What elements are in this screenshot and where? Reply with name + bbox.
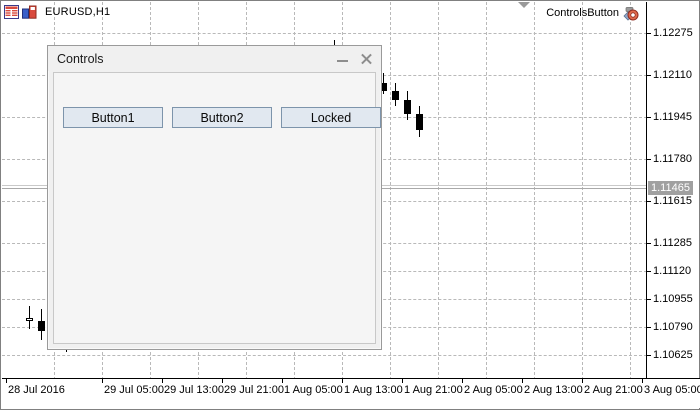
symbol-bar: EURUSD,H1 — [4, 3, 110, 21]
controls-button-icon[interactable] — [622, 6, 639, 21]
current-price-badge: 1.11465 — [648, 181, 693, 195]
price-axis[interactable]: 1.12275 1.12110 1.11945 1.11780 1.11615 1.112… — [646, 2, 698, 380]
price-tick — [647, 33, 651, 34]
dialog-caption-buttons — [336, 46, 373, 71]
price-tick-label: 1.10790 — [653, 321, 693, 333]
time-tick — [222, 379, 223, 383]
price-tick-label: 1.11945 — [653, 111, 692, 123]
time-tick — [642, 379, 643, 383]
close-icon[interactable] — [360, 52, 373, 65]
price-tick — [647, 117, 651, 118]
price-tick — [647, 299, 651, 300]
price-tick — [647, 201, 651, 202]
price-tick-label: 1.11615 — [653, 195, 692, 207]
time-tick-label: 3 Aug 05:00 — [644, 384, 700, 396]
time-tick-label: 28 Jul 2016 — [8, 384, 65, 396]
bar-chart-icon[interactable] — [22, 5, 37, 19]
price-tick-label: 1.10625 — [653, 349, 693, 361]
time-tick-label: 29 Jul 13:00 — [164, 384, 224, 396]
price-tick-label: 1.11120 — [653, 265, 692, 277]
time-tick — [162, 379, 163, 383]
locked-button[interactable]: Locked — [281, 107, 381, 128]
horizontal-gridline — [2, 355, 647, 356]
time-tick — [102, 379, 103, 383]
price-tick-label: 1.12110 — [653, 69, 692, 81]
candle — [416, 2, 424, 380]
time-tick — [522, 379, 523, 383]
button2[interactable]: Button2 — [172, 107, 272, 128]
vertical-gridline — [438, 2, 439, 380]
price-tick — [647, 327, 651, 328]
dialog-button-row: Button1 Button2 Locked — [63, 107, 381, 128]
vertical-gridline — [390, 2, 391, 380]
price-tick-label: 1.11780 — [653, 153, 692, 165]
button1[interactable]: Button1 — [63, 107, 163, 128]
time-tick-label: 1 Aug 21:00 — [404, 384, 463, 396]
price-tick — [647, 355, 651, 356]
chart-top-marker-icon — [518, 2, 530, 8]
time-tick — [342, 379, 343, 383]
price-tick — [647, 271, 651, 272]
time-tick-label: 2 Aug 05:00 — [464, 384, 523, 396]
vertical-gridline — [582, 2, 583, 380]
time-tick — [462, 379, 463, 383]
candle — [38, 2, 46, 380]
time-tick-label: 29 Jul 05:00 — [104, 384, 164, 396]
vertical-gridline — [534, 2, 535, 380]
candle — [392, 2, 399, 380]
dialog-caption-bar[interactable]: Controls — [48, 46, 381, 71]
candle — [26, 2, 33, 380]
data-window-icon[interactable] — [4, 5, 19, 19]
price-tick — [647, 243, 651, 244]
price-tick — [647, 75, 651, 76]
candle — [404, 2, 412, 380]
chart-object-label[interactable]: ControlsButton — [546, 6, 639, 21]
price-tick-label: 1.10955 — [653, 293, 693, 305]
dialog-client-area: Button1 Button2 Locked — [53, 72, 381, 344]
time-tick — [582, 379, 583, 383]
time-tick — [282, 379, 283, 383]
time-tick — [402, 379, 403, 383]
time-axis[interactable]: 28 Jul 2016 29 Jul 05:00 29 Jul 13:00 29 Ju… — [2, 378, 700, 408]
price-tick — [647, 159, 651, 160]
dialog-title: Controls — [57, 51, 104, 66]
horizontal-gridline — [2, 33, 647, 34]
price-tick-label: 1.11285 — [653, 237, 692, 249]
controls-dialog[interactable]: Controls Button1 Button2 Locked — [47, 45, 382, 350]
time-tick-label: 1 Aug 05:00 — [284, 384, 343, 396]
vertical-gridline — [630, 2, 631, 380]
time-tick-label: 2 Aug 13:00 — [524, 384, 583, 396]
time-tick — [6, 379, 7, 383]
controls-button-label: ControlsButton — [546, 7, 619, 19]
price-tick-label: 1.12275 — [653, 27, 693, 39]
symbol-period-label: EURUSD,H1 — [45, 6, 111, 18]
time-tick-label: 29 Jul 21:00 — [224, 384, 284, 396]
time-tick-label: 2 Aug 21:00 — [584, 384, 643, 396]
minimize-icon[interactable] — [336, 52, 349, 65]
time-tick-label: 1 Aug 13:00 — [344, 384, 403, 396]
vertical-gridline — [486, 2, 487, 380]
